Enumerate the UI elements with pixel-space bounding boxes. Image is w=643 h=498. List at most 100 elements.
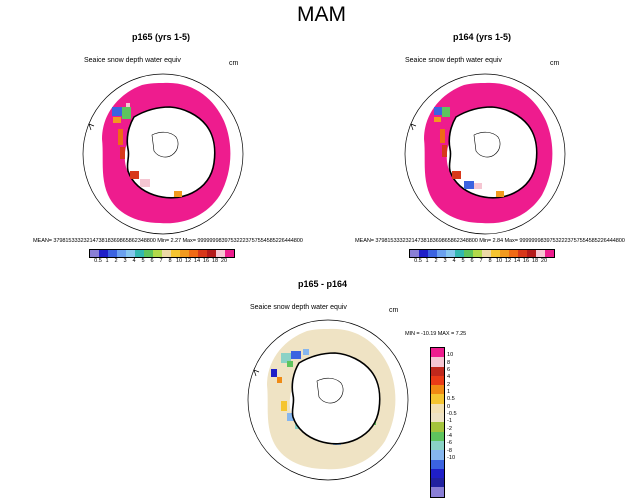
colorbar-tick-label: 8 — [488, 258, 492, 264]
colorbar-tick-label: -0.5 — [447, 410, 457, 417]
colorbar-tick-label: -6 — [447, 440, 452, 447]
panel-1-thin-snow-patches — [112, 103, 182, 197]
colorbar-tick-label: 16 — [522, 258, 530, 264]
colorbar-tick-label: 10 — [495, 258, 503, 264]
colorbar-swatch — [491, 250, 500, 257]
diff-panel-variable: Seaice snow depth water equiv — [250, 304, 347, 311]
panel-2-units: cm — [550, 60, 560, 67]
colorbar-tick-label: 7 — [159, 258, 163, 264]
colorbar-tick-label: -2 — [447, 425, 452, 432]
colorbar-tick-label: 14 — [193, 258, 201, 264]
panel-2-stats: MEAN= 3798153332321473818369865862348800… — [355, 238, 625, 244]
colorbar-swatch — [431, 394, 444, 404]
panel-2-title: p164 (yrs 1-5) — [453, 32, 512, 42]
colorbar-tick-label: 5 — [141, 258, 145, 264]
colorbar-swatch — [419, 250, 428, 257]
colorbar-swatch — [500, 250, 509, 257]
colorbar-swatch — [180, 250, 189, 257]
colorbar-swatch — [225, 250, 234, 257]
colorbar-swatch — [437, 250, 446, 257]
colorbar-tick-label: 10 — [447, 352, 454, 359]
colorbar-tick-label: 12 — [184, 258, 192, 264]
colorbar-tick-label: 8 — [168, 258, 172, 264]
panel-1-units: cm — [229, 60, 239, 67]
diff-colorbar — [430, 347, 445, 498]
colorbar-tick-label: 1 — [105, 258, 109, 264]
colorbar-swatch — [431, 413, 444, 423]
diff-panel-title: p165 - p164 — [298, 279, 348, 289]
colorbar-swatch — [431, 459, 444, 469]
colorbar-tick-label: 3 — [123, 258, 127, 264]
panel-2-polar-map — [404, 73, 566, 235]
colorbar-tick-label: 0.5 — [447, 396, 455, 403]
colorbar-swatch — [431, 478, 444, 488]
colorbar-swatch — [431, 440, 444, 451]
colorbar-tick-label: 16 — [202, 258, 210, 264]
colorbar-swatch — [536, 250, 545, 257]
colorbar-tick-label: -8 — [447, 447, 452, 454]
colorbar-tick-label: 2 — [434, 258, 438, 264]
panel-1-stats: MEAN= 3798153332321473818369865862348800… — [33, 238, 303, 244]
colorbar-swatch — [509, 250, 518, 257]
main-title: MAM — [297, 3, 346, 26]
colorbar-swatch — [527, 250, 536, 257]
colorbar-swatch — [431, 357, 444, 367]
colorbar-swatch — [431, 450, 444, 460]
colorbar-tick-label: 4 — [132, 258, 136, 264]
colorbar-swatch — [455, 250, 464, 257]
colorbar-tick-label: 2 — [447, 381, 451, 388]
panel-2-colorbar — [409, 249, 555, 258]
colorbar-swatch — [473, 250, 482, 257]
colorbar-tick-label: -10 — [447, 454, 456, 461]
diff-panel-polar-map — [247, 319, 409, 481]
colorbar-swatch — [90, 250, 99, 257]
panel-2-variable: Seaice snow depth water equiv — [405, 57, 502, 64]
colorbar-swatch — [144, 250, 153, 257]
colorbar-swatch — [431, 375, 444, 386]
colorbar-swatch — [464, 250, 473, 257]
colorbar-tick-label: 20 — [220, 258, 228, 264]
panel-1-colorbar — [89, 249, 235, 258]
diff-panel-stats: MIN = -10.19 MAX = 7.25 — [405, 331, 467, 337]
colorbar-swatch — [545, 250, 554, 257]
colorbar-swatch — [431, 348, 444, 358]
colorbar-tick-label: 18 — [531, 258, 539, 264]
panel-1-title: p165 (yrs 1-5) — [132, 32, 191, 42]
colorbar-swatch — [431, 422, 444, 432]
colorbar-tick-label: 1 — [425, 258, 429, 264]
colorbar-tick-label: 2 — [114, 258, 118, 264]
colorbar-swatch — [162, 250, 171, 257]
colorbar-swatch — [189, 250, 198, 257]
colorbar-swatch — [431, 403, 444, 414]
colorbar-tick-label: 4 — [452, 258, 456, 264]
colorbar-swatch — [126, 250, 135, 257]
colorbar-swatch — [171, 250, 180, 257]
colorbar-tick-label: 6 — [447, 366, 451, 373]
colorbar-tick-label: 4 — [447, 374, 451, 381]
diff-panel-units: cm — [389, 307, 399, 314]
colorbar-tick-label: 0.5 — [94, 258, 102, 264]
colorbar-swatch — [431, 385, 444, 395]
colorbar-tick-label: 3 — [443, 258, 447, 264]
colorbar-swatch — [431, 366, 444, 376]
colorbar-tick-label: 14 — [513, 258, 521, 264]
colorbar-tick-label: 8 — [447, 359, 451, 366]
colorbar-swatch — [518, 250, 527, 257]
colorbar-swatch — [431, 468, 444, 479]
panel-1-polar-map — [82, 73, 244, 235]
colorbar-tick-label: -1 — [447, 418, 452, 425]
colorbar-swatch — [482, 250, 491, 257]
colorbar-tick-label: 20 — [540, 258, 548, 264]
colorbar-swatch — [99, 250, 108, 257]
colorbar-swatch — [135, 250, 144, 257]
colorbar-tick-label: 1 — [447, 388, 451, 395]
colorbar-tick-label: 10 — [175, 258, 183, 264]
colorbar-swatch — [207, 250, 216, 257]
colorbar-tick-label: 12 — [504, 258, 512, 264]
colorbar-swatch — [108, 250, 117, 257]
panel-1-variable: Seaice snow depth water equiv — [84, 57, 181, 64]
colorbar-tick-label: 18 — [211, 258, 219, 264]
colorbar-tick-label: 0 — [447, 403, 451, 410]
colorbar-swatch — [431, 431, 444, 441]
colorbar-swatch — [216, 250, 225, 257]
